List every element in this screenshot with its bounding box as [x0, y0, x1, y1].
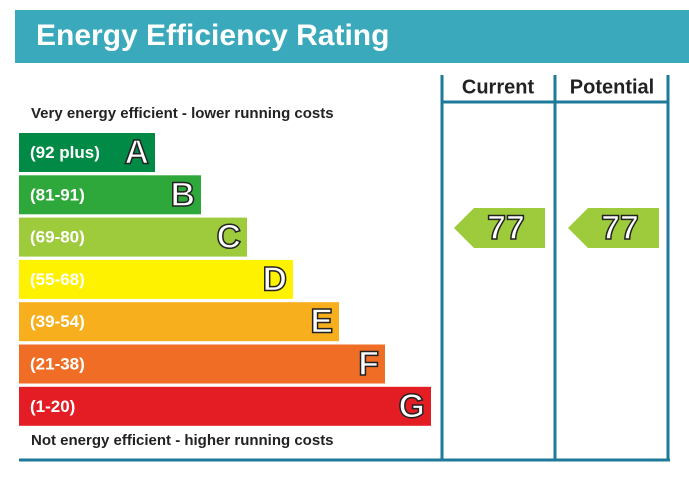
band-letter: C [216, 218, 241, 256]
band [19, 133, 155, 172]
band [19, 386, 431, 426]
band-range: (69-80) [30, 228, 85, 247]
rating-arrow [454, 208, 545, 248]
band [19, 175, 201, 215]
band-range: (39-54) [30, 312, 85, 331]
band-letter: G [399, 387, 425, 425]
band-letter: E [310, 303, 333, 341]
top-note: Very energy efficient - lower running co… [31, 105, 334, 122]
column-header: Current [462, 76, 535, 98]
title: Energy Efficiency Rating [36, 19, 389, 52]
band [19, 259, 293, 299]
band-letter: B [170, 176, 195, 214]
band [19, 217, 247, 257]
band-range: (92 plus) [30, 143, 100, 162]
band-range: (21-38) [30, 354, 85, 373]
rating-value: 77 [601, 209, 639, 247]
band-range: (81-91) [30, 185, 85, 204]
rating-arrow [568, 208, 659, 248]
band [19, 344, 385, 384]
bottom-note: Not energy efficient - higher running co… [31, 432, 334, 449]
band-letter: A [124, 133, 149, 171]
rating-value: 77 [487, 209, 525, 247]
band-letter: F [358, 345, 379, 383]
band-range: (1-20) [30, 397, 75, 416]
title-bar [15, 10, 689, 63]
frame [19, 75, 670, 462]
band-letter: D [262, 260, 287, 298]
column-header: Potential [570, 76, 654, 98]
band [19, 302, 339, 342]
band-range: (55-68) [30, 270, 85, 289]
